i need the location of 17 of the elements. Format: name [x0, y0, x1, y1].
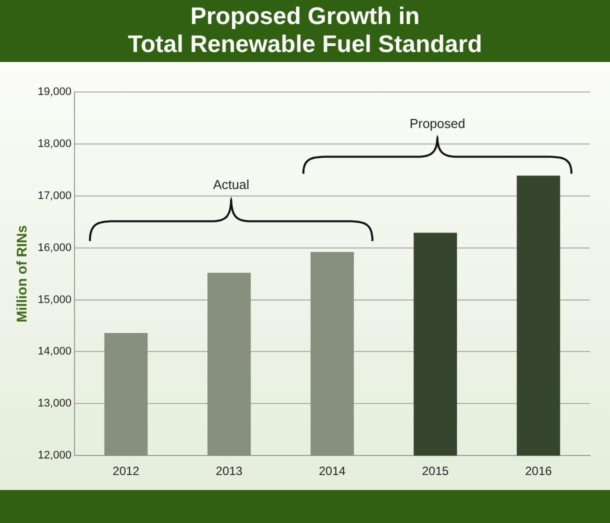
- chart-title: Proposed Growth in Total Renewable Fuel Standard: [0, 0, 610, 62]
- x-tick-label: 2012: [112, 464, 140, 478]
- y-tick-label: 13,000: [38, 398, 72, 410]
- y-tick-label: 17,000: [38, 190, 72, 202]
- y-tick-label: 18,000: [38, 138, 72, 150]
- y-tick-label: 14,000: [38, 346, 72, 358]
- x-tick-label: 2013: [216, 464, 243, 478]
- annotation: Proposed: [410, 116, 466, 131]
- y-tick-label: 19,000: [38, 86, 72, 98]
- annotation: Actual: [213, 177, 250, 192]
- x-tick-label: 2015: [422, 464, 450, 478]
- y-axis-title: Million of RINs: [13, 224, 30, 322]
- y-tick-label: 16,000: [38, 242, 72, 254]
- y-tick-label: 12,000: [38, 450, 72, 462]
- x-tick-label: 2016: [525, 464, 552, 478]
- x-tick-label: 2014: [318, 464, 346, 478]
- y-tick-label: 15,000: [38, 294, 72, 306]
